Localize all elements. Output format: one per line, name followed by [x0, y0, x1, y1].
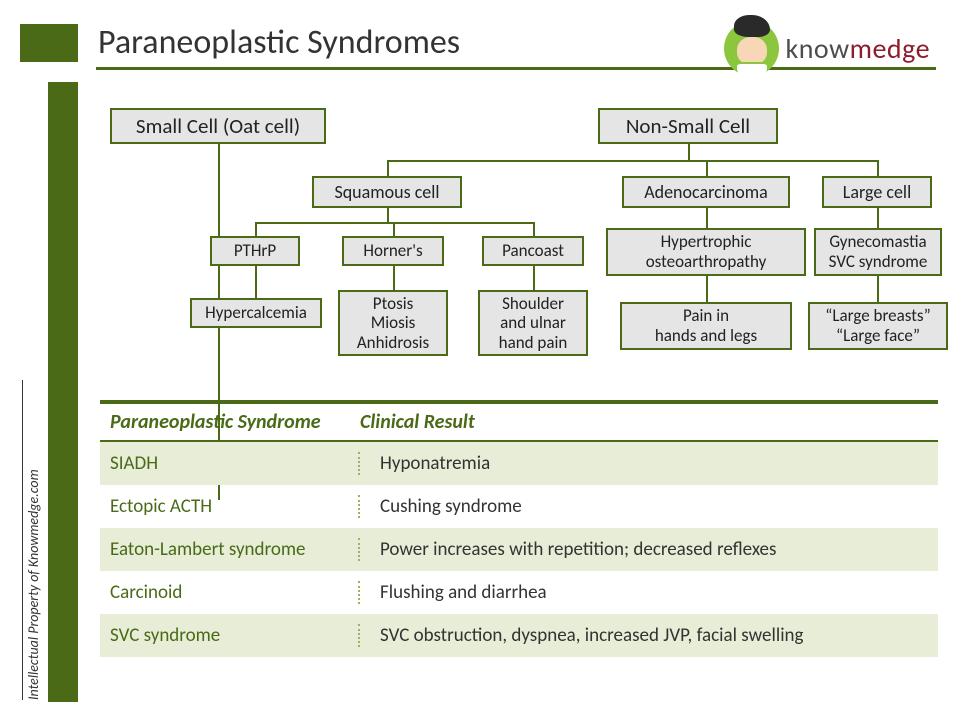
tree-node-label: Hypercalcemia: [200, 303, 312, 323]
table-cell-syndrome: SIADH: [110, 452, 360, 475]
tree-node-label: Small Cell (Oat cell): [126, 114, 310, 138]
table-cell-result: Hyponatremia: [360, 452, 928, 475]
table-body: SIADHHyponatremiaEctopic ACTHCushing syn…: [100, 442, 938, 657]
tree-node-largeb: “Large breasts”“Large face”: [808, 302, 948, 350]
tree-node-label: Horner's: [352, 241, 434, 261]
tree-connector: [877, 160, 879, 176]
doctor-avatar-icon: [724, 21, 779, 76]
tree-connector: [387, 208, 389, 222]
tree-node-ptosis: PtosisMiosisAnhidrosis: [338, 290, 448, 356]
table-row: SVC syndromeSVC obstruction, dyspnea, in…: [100, 614, 938, 657]
tree-connector: [877, 208, 879, 228]
tree-connector: [706, 160, 708, 176]
tree-connector: [877, 276, 879, 302]
tree-node-label: Non-Small Cell: [614, 114, 762, 138]
table-row: Ectopic ACTHCushing syndrome: [100, 485, 938, 528]
header-accent-block: [20, 24, 78, 62]
table-header-row: Paraneoplastic Syndrome Clinical Result: [100, 404, 938, 440]
tree-node-label: Gynecomastia: [824, 232, 932, 252]
tree-node-label: osteoarthropathy: [616, 252, 796, 272]
tree-node-label: PTHrP: [220, 241, 290, 261]
tree-node-squamous: Squamous cell: [312, 176, 462, 208]
tree-node-horners: Horner's: [342, 236, 444, 266]
tree-node-label: Miosis: [348, 313, 438, 333]
tree-node-hypo: Hypertrophicosteoarthropathy: [606, 228, 806, 276]
tree-connector: [688, 144, 690, 160]
copyright-vertical: Intellectual Property of Knowmedge.com: [22, 380, 42, 700]
table-cell-result: Power increases with repetition; decreas…: [360, 538, 928, 561]
tree-node-label: hands and legs: [630, 326, 782, 346]
table-row: Eaton-Lambert syndromePower increases wi…: [100, 528, 938, 571]
tree-node-label: SVC syndrome: [824, 252, 932, 272]
tree-connector: [706, 276, 708, 302]
tree-node-label: Shoulder: [488, 294, 578, 314]
tree-node-label: “Large face”: [818, 326, 938, 346]
brand-accent: medge: [850, 31, 930, 66]
tree-connector: [387, 160, 877, 162]
brand-wordmark: knowmedge: [785, 31, 930, 66]
table-cell-syndrome: Eaton-Lambert syndrome: [110, 538, 360, 561]
table-cell-syndrome: SVC syndrome: [110, 624, 360, 647]
table-header-col1: Paraneoplastic Syndrome: [110, 410, 360, 434]
tree-node-pain: Pain inhands and legs: [620, 302, 792, 350]
tree-node-label: Pancoast: [492, 241, 574, 261]
left-sidebar-block: [48, 82, 78, 702]
table-cell-syndrome: Carcinoid: [110, 581, 360, 604]
table-cell-result: Flushing and diarrhea: [360, 581, 928, 604]
tree-connector: [387, 160, 389, 176]
brand-logo: knowmedge: [630, 18, 930, 78]
tree-node-label: Pain in: [630, 306, 782, 326]
tree-node-gyne: GynecomastiaSVC syndrome: [814, 228, 942, 276]
tree-node-pancoast: Pancoast: [482, 236, 584, 266]
table-header-col2: Clinical Result: [360, 410, 475, 434]
tree-connector: [393, 266, 395, 290]
tree-connector: [393, 222, 395, 236]
tree-node-label: Squamous cell: [324, 182, 450, 203]
tree-node-label: and ulnar: [488, 313, 578, 333]
table-cell-result: SVC obstruction, dyspnea, increased JVP,…: [360, 624, 928, 647]
tree-connector: [533, 266, 535, 290]
table-cell-syndrome: Ectopic ACTH: [110, 495, 360, 518]
tree-node-non_small: Non-Small Cell: [598, 108, 778, 144]
tree-node-label: Adenocarcinoma: [634, 182, 778, 203]
tree-node-label: Ptosis: [348, 294, 438, 314]
tree-node-label: hand pain: [488, 333, 578, 353]
tree-node-label: Large cell: [834, 182, 920, 203]
tree-node-shoulder: Shoulderand ulnarhand pain: [478, 290, 588, 356]
table-row: SIADHHyponatremia: [100, 442, 938, 485]
table-row: CarcinoidFlushing and diarrhea: [100, 571, 938, 614]
tree-connector: [706, 208, 708, 228]
tree-connector: [533, 222, 535, 236]
tree-node-small_cell: Small Cell (Oat cell): [110, 108, 326, 144]
hierarchy-tree: Small Cell (Oat cell) Non-Small Cell Squam…: [90, 100, 950, 400]
tree-node-label: Hypertrophic: [616, 232, 796, 252]
tree-connector: [255, 222, 257, 236]
tree-node-adeno: Adenocarcinoma: [622, 176, 790, 208]
tree-node-large: Large cell: [822, 176, 932, 208]
tree-connector: [255, 266, 257, 298]
table-cell-result: Cushing syndrome: [360, 495, 928, 518]
tree-node-pthrp: PTHrP: [210, 236, 300, 266]
tree-node-label: “Large breasts”: [818, 306, 938, 326]
page-title: Paraneoplastic Syndromes: [98, 22, 460, 63]
tree-node-label: Anhidrosis: [348, 333, 438, 353]
tree-node-hyperca: Hypercalcemia: [190, 298, 322, 328]
brand-prefix: know: [785, 31, 849, 66]
syndrome-table: Paraneoplastic Syndrome Clinical Result …: [100, 400, 938, 657]
